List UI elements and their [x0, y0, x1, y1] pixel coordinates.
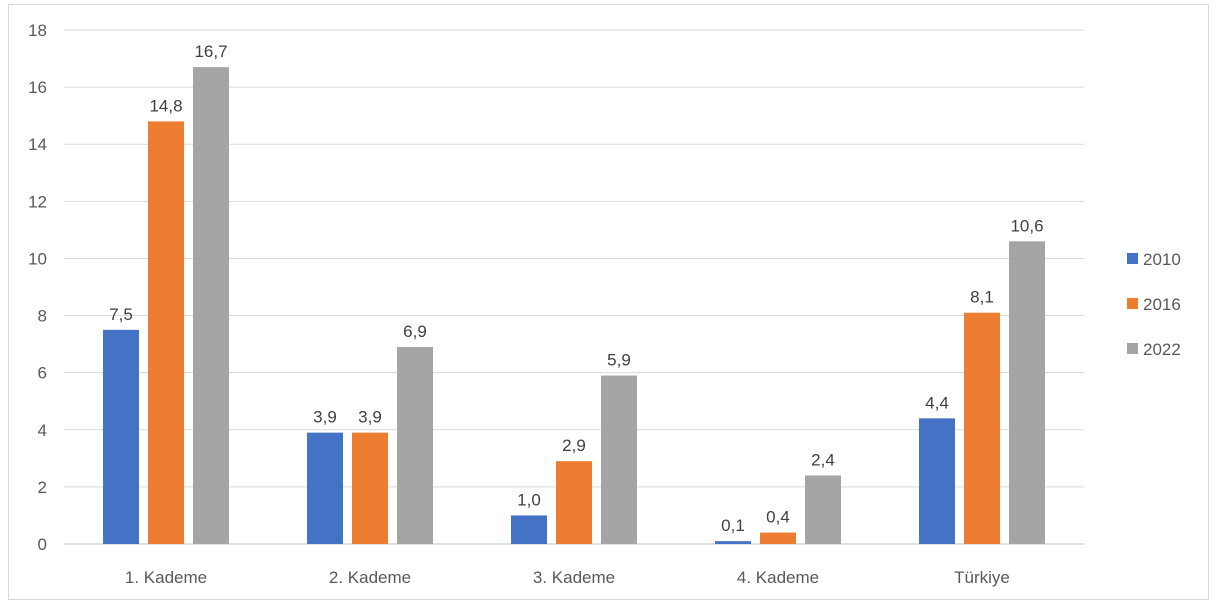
data-label: 5,9: [607, 351, 631, 370]
legend-swatch: [1127, 253, 1138, 264]
x-tick-label: 3. Kademe: [533, 568, 615, 587]
y-tick-label: 6: [38, 364, 47, 383]
y-tick-label: 10: [28, 249, 47, 268]
data-label: 14,8: [149, 96, 182, 115]
legend-item-2022: 2022: [1127, 340, 1181, 359]
bar-2010: [511, 515, 547, 544]
bar-2010: [715, 541, 751, 544]
bar-2010: [103, 329, 139, 544]
y-axis-ticks: 0 2 4 6 8 10 12 14 16 18: [28, 21, 47, 554]
data-label: 3,9: [358, 408, 382, 427]
data-label: 6,9: [403, 322, 427, 341]
bar-2022: [193, 67, 229, 544]
data-label: 0,4: [766, 508, 790, 527]
x-tick-label: 2. Kademe: [329, 568, 411, 587]
bars: [103, 67, 1045, 545]
data-label: 2,9: [562, 436, 586, 455]
data-label: 4,4: [925, 393, 949, 412]
data-labels: 7,5 14,8 16,7 3,9 3,9 6,9 1,0 2,9 5,9 0,1 0,4 2,4 4,…: [109, 42, 1043, 535]
data-label: 10,6: [1010, 216, 1043, 235]
data-label: 1,0: [517, 490, 541, 509]
bar-2022: [601, 375, 637, 544]
legend-item-2010: 2010: [1127, 250, 1181, 269]
legend: 2010 2016 2022: [1127, 250, 1181, 359]
bar-2016: [760, 532, 796, 544]
bar-2010: [307, 432, 343, 544]
data-label: 0,1: [721, 516, 745, 535]
data-label: 16,7: [194, 42, 227, 61]
x-axis-ticks: 1. Kademe 2. Kademe 3. Kademe 4. Kademe Türk…: [125, 568, 1010, 587]
gridlines: [64, 29, 1084, 545]
legend-label: 2022: [1143, 340, 1181, 359]
y-tick-label: 12: [28, 192, 47, 211]
x-tick-label: 4. Kademe: [737, 568, 819, 587]
legend-swatch: [1127, 298, 1138, 309]
y-tick-label: 16: [28, 78, 47, 97]
legend-item-2016: 2016: [1127, 295, 1181, 314]
bar-2016: [964, 312, 1000, 544]
legend-label: 2016: [1143, 295, 1181, 314]
data-label: 8,1: [970, 288, 994, 307]
y-tick-label: 2: [38, 478, 47, 497]
bar-2010: [919, 418, 955, 544]
legend-swatch: [1127, 343, 1138, 354]
y-tick-label: 14: [28, 135, 47, 154]
bar-2022: [397, 346, 433, 544]
legend-label: 2010: [1143, 250, 1181, 269]
data-label: 2,4: [811, 450, 835, 469]
bar-2016: [148, 121, 184, 544]
bar-2016: [556, 461, 592, 544]
y-tick-label: 4: [38, 421, 47, 440]
data-label: 3,9: [313, 408, 337, 427]
y-tick-label: 0: [38, 535, 47, 554]
bar-2016: [352, 432, 388, 544]
bar-2022: [1009, 241, 1045, 545]
chart-frame: [8, 4, 1209, 600]
data-label: 7,5: [109, 305, 133, 324]
x-tick-label: Türkiye: [954, 568, 1010, 587]
y-tick-label: 8: [38, 307, 47, 326]
x-tick-label: 1. Kademe: [125, 568, 207, 587]
bar-2022: [805, 475, 841, 544]
y-tick-label: 18: [28, 21, 47, 40]
